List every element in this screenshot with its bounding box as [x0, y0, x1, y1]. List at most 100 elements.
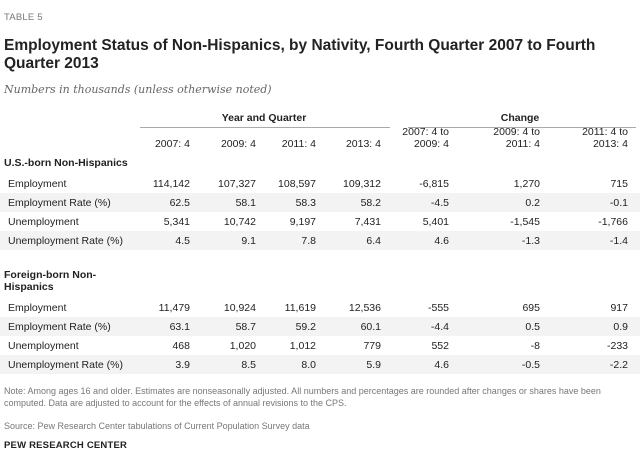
- row-label: Employment: [8, 302, 67, 314]
- table-cell: 1,020: [229, 340, 256, 352]
- table-cell: 11,479: [158, 302, 190, 314]
- table-cell: 58.3: [295, 197, 316, 209]
- table-cell: 58.1: [235, 197, 256, 209]
- section-title: Foreign-born Non- Hispanics: [4, 269, 96, 293]
- table-note: Note: Among ages 16 and older. Estimates…: [4, 386, 601, 408]
- table-cell: -4.5: [430, 197, 449, 209]
- table-subtitle: Numbers in thousands (unless otherwise n…: [4, 83, 272, 96]
- table-cell: 108,597: [278, 178, 316, 190]
- table-cell: 109,312: [343, 178, 381, 190]
- column-header: 2013: 4: [345, 138, 381, 150]
- table-cell: -0.5: [521, 359, 540, 371]
- table-cell: -2.2: [609, 359, 628, 371]
- table-cell: 60.1: [360, 321, 381, 333]
- table-cell: -4.4: [430, 321, 449, 333]
- table-row: Unemployment Rate (%) 3.9 8.5 8.0 5.9 4.6 -0.5…: [0, 355, 640, 374]
- table-cell: 7,431: [354, 216, 381, 228]
- column-header: 2007: 4 to 2009: 4: [369, 126, 449, 150]
- table-cell: 0.9: [613, 321, 628, 333]
- table-cell: 63.1: [169, 321, 190, 333]
- table-cell: 917: [610, 302, 628, 314]
- table-cell: 59.2: [295, 321, 316, 333]
- table-title: Employment Status of Non-Hispanics, by N…: [4, 37, 596, 72]
- table-cell: 8.5: [241, 359, 256, 371]
- row-label: Unemployment Rate (%): [8, 359, 123, 371]
- table-cell: 0.2: [525, 197, 540, 209]
- table-cell: -1,545: [510, 216, 540, 228]
- table-cell: 5,401: [422, 216, 449, 228]
- table-row: Employment Rate (%) 63.1 58.7 59.2 60.1 -4.4 0…: [0, 317, 640, 336]
- table-row: Employment 11,479 10,924 11,619 12,536 -555 69…: [0, 298, 640, 317]
- column-header-line: 2011: 4 to: [582, 126, 628, 138]
- column-header-line: 2007: 4 to: [402, 126, 449, 138]
- group-underline-year-quarter: [140, 127, 390, 128]
- table-cell: -555: [427, 302, 449, 314]
- section-title: U.S.-born Non-Hispanics: [4, 157, 128, 169]
- table-row: Employment Rate (%) 62.5 58.1 58.3 58.2 -4.5 0…: [0, 193, 640, 212]
- table-cell: 10,924: [223, 302, 256, 314]
- row-label: Unemployment Rate (%): [8, 235, 123, 247]
- organization-name: PEW RESEARCH CENTER: [4, 440, 128, 451]
- table-cell: 0.5: [525, 321, 540, 333]
- table-cell: 58.7: [235, 321, 256, 333]
- table-cell: 695: [522, 302, 540, 314]
- table-cell: 1,270: [513, 178, 540, 190]
- table-cell: 8.0: [301, 359, 316, 371]
- table-cell: 7.8: [301, 235, 316, 247]
- column-header-line: 2013: 4: [592, 138, 628, 150]
- table-cell: 468: [172, 340, 190, 352]
- table-label: TABLE 5: [4, 12, 43, 23]
- table-cell: -1.3: [521, 235, 540, 247]
- table-row: Unemployment 5,341 10,742 9,197 7,431 5,401 -1…: [0, 212, 640, 231]
- section-title-line: U.S.-born Non-Hispanics: [4, 157, 128, 169]
- table-cell: 4.6: [434, 359, 449, 371]
- table-cell: 11,619: [284, 302, 316, 314]
- table-source: Source: Pew Research Center tabulations …: [4, 421, 310, 431]
- column-header-line: 2009: 4 to: [493, 126, 540, 138]
- table-row: Unemployment 468 1,020 1,012 779 552 -8 -233: [0, 336, 640, 355]
- table-cell: -1.4: [609, 235, 628, 247]
- table-cell: 12,536: [348, 302, 381, 314]
- table-cell: 58.2: [360, 197, 381, 209]
- column-header: 2011: 4: [281, 138, 316, 150]
- table-cell: 1,012: [289, 340, 316, 352]
- table-cell: -8: [530, 340, 540, 352]
- section-title-line: Foreign-born Non-: [4, 269, 97, 281]
- table-cell: 5,341: [163, 216, 190, 228]
- table-cell: 107,327: [218, 178, 256, 190]
- table-cell: 114,142: [152, 178, 190, 190]
- group-underline-change: [408, 127, 636, 128]
- row-label: Unemployment: [8, 216, 79, 228]
- table-cell: 9,197: [289, 216, 316, 228]
- table-cell: 552: [431, 340, 449, 352]
- table-cell: -0.1: [609, 197, 628, 209]
- table-cell: 10,742: [223, 216, 256, 228]
- column-header: 2009: 4 to 2011: 4: [460, 126, 540, 150]
- table-cell: -233: [606, 340, 628, 352]
- table-cell: 6.4: [366, 235, 381, 247]
- column-header-line: 2009: 4: [413, 138, 449, 150]
- row-label: Employment Rate (%): [8, 321, 111, 333]
- row-label: Unemployment: [8, 340, 79, 352]
- column-header: 2011: 4 to 2013: 4: [548, 126, 628, 150]
- table-row: Unemployment Rate (%) 4.5 9.1 7.8 6.4 4.6 -1.3…: [0, 231, 640, 250]
- table-cell: 5.9: [366, 359, 381, 371]
- row-label: Employment Rate (%): [8, 197, 111, 209]
- group-header-change: Change: [500, 112, 540, 124]
- row-label: Employment: [8, 178, 67, 190]
- table-cell: 715: [610, 178, 628, 190]
- table-row: Employment 114,142 107,327 108,597 109,312 -6…: [0, 174, 640, 193]
- column-header: 2007: 4: [154, 138, 190, 150]
- table-cell: 62.5: [169, 197, 190, 209]
- group-header-year-quarter: Year and Quarter: [221, 112, 307, 124]
- section-title-line: Hispanics: [4, 281, 54, 293]
- column-header: 2009: 4: [220, 138, 256, 150]
- table-cell: 9.1: [241, 235, 256, 247]
- table-cell: 4.5: [175, 235, 190, 247]
- table-cell: 779: [363, 340, 381, 352]
- table-cell: -6,815: [419, 178, 449, 190]
- table-cell: 3.9: [175, 359, 190, 371]
- table-cell: -1,766: [598, 216, 628, 228]
- column-header-line: 2011: 4: [505, 138, 540, 150]
- table-cell: 4.6: [434, 235, 449, 247]
